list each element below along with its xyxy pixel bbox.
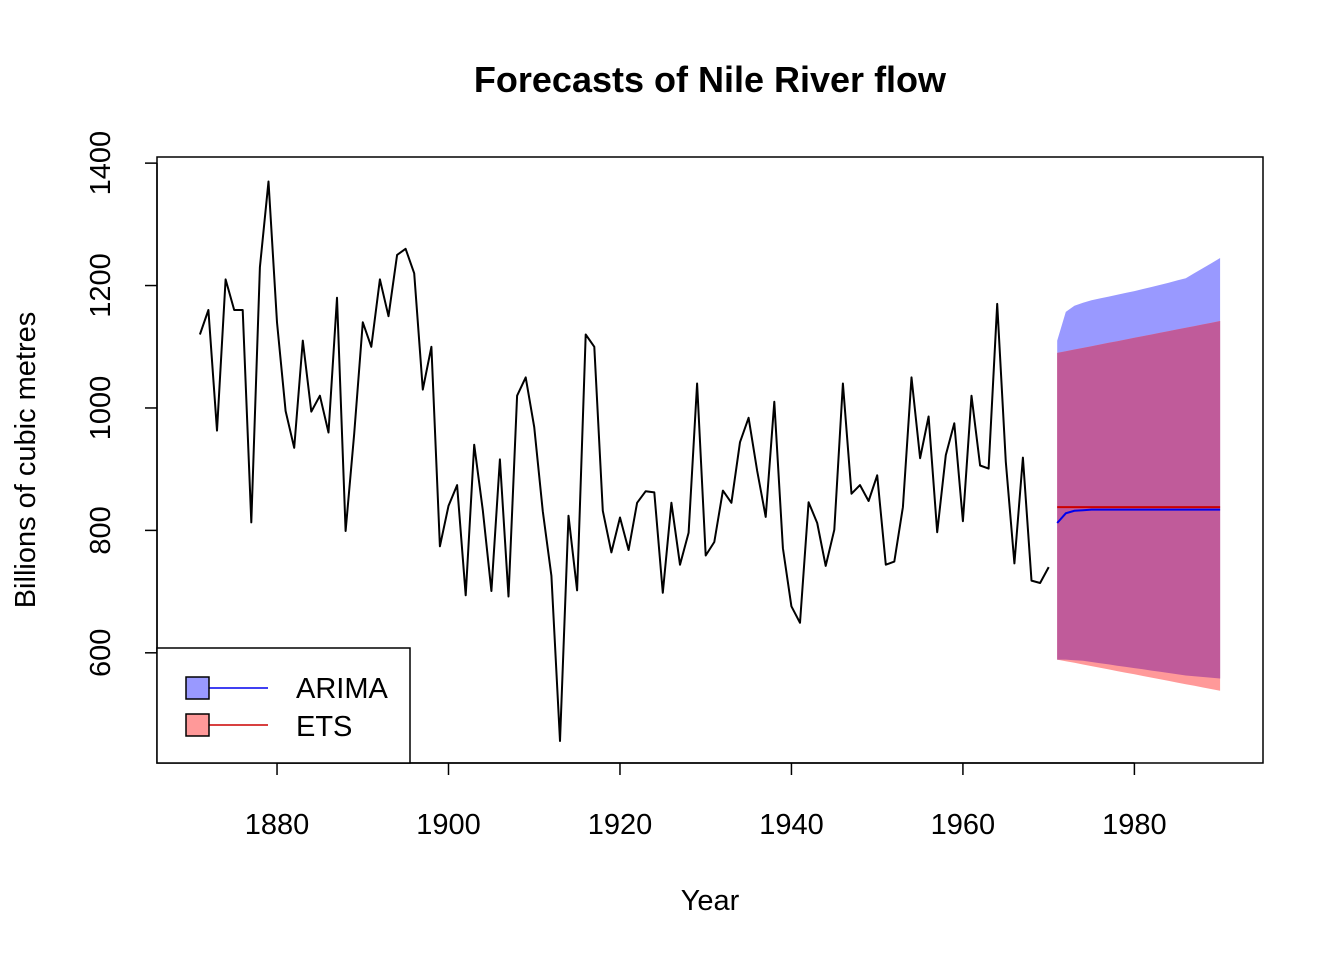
x-tick-label: 1900: [416, 809, 481, 841]
chart-title: Forecasts of Nile River flow: [474, 59, 947, 100]
legend-swatch-arima: [185, 676, 210, 700]
interval-overlap-band: [1057, 321, 1221, 679]
x-tick-label: 1980: [1102, 809, 1167, 841]
legend-box: [156, 647, 411, 764]
x-tick-label: 1920: [588, 809, 653, 841]
forecast-bands: [1057, 258, 1221, 691]
legend-label-ets: ETS: [296, 711, 352, 743]
y-axis-label: Billions of cubic metres: [10, 312, 42, 609]
arima-forecast-line: [1056, 508, 1221, 524]
y-tick-label: 1400: [85, 131, 117, 196]
y-tick-label: 800: [85, 506, 117, 554]
y-axis: 600 800 1000 1200 1400: [85, 131, 158, 677]
y-tick-label: 600: [85, 629, 117, 677]
x-tick-label: 1940: [759, 809, 824, 841]
legend-label-arima: ARIMA: [296, 673, 389, 705]
y-tick-label: 1000: [85, 376, 117, 441]
x-axis: 1880 1900 1920 1940 1960 1980: [245, 762, 1167, 841]
legend-swatch-ets: [185, 713, 210, 737]
x-tick-label: 1960: [931, 809, 996, 841]
history-line: [198, 180, 1050, 742]
x-tick-label: 1880: [245, 809, 310, 841]
plot-frame: [156, 156, 1264, 764]
x-axis-label: Year: [681, 885, 740, 917]
y-tick-label: 1200: [85, 253, 117, 318]
series-lines: [198, 180, 1221, 742]
legend: ARIMA ETS: [156, 647, 411, 764]
